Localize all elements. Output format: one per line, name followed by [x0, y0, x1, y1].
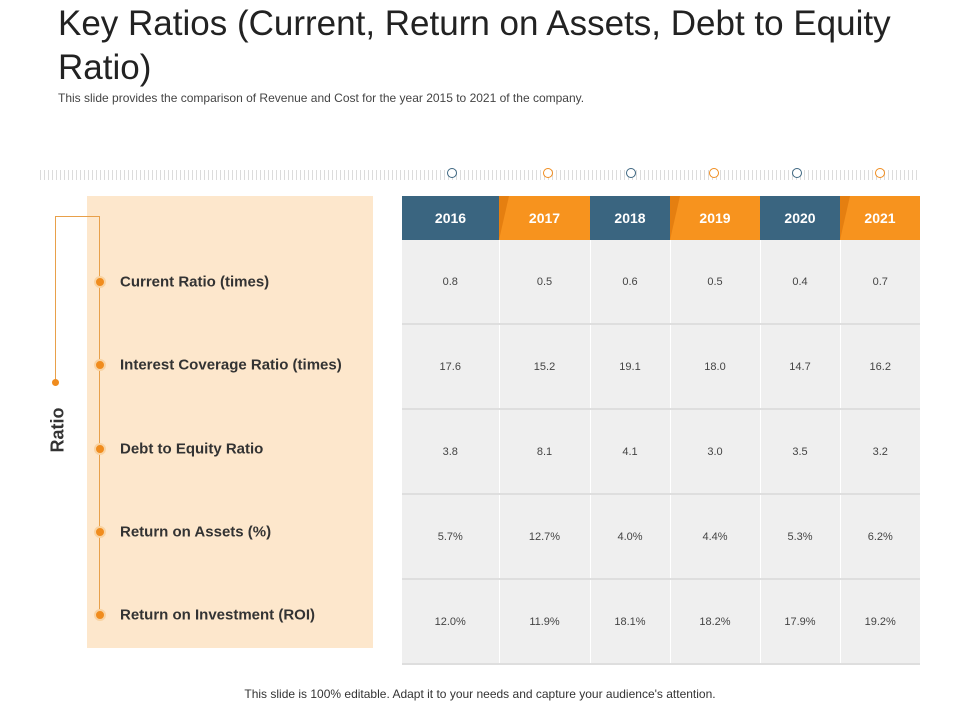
- table-cell: 11.9%: [499, 579, 591, 665]
- table-row: 5.7% 12.7% 4.0% 4.4% 5.3% 6.2%: [402, 494, 920, 580]
- year-ring-marker: [447, 168, 457, 178]
- table-cell: 0.8: [402, 240, 500, 325]
- year-header: 2021: [840, 196, 920, 240]
- table-row: 17.6 15.2 19.1 18.0 14.7 16.2: [402, 324, 920, 410]
- table-cell: 8.1: [499, 409, 591, 495]
- year-ring-marker: [875, 168, 885, 178]
- year-header: 2016: [402, 196, 499, 240]
- bracket-dot: [52, 379, 59, 386]
- table-cell: 6.2%: [840, 494, 920, 580]
- dotted-band: [40, 170, 920, 180]
- page-title: Key Ratios (Current, Return on Assets, D…: [58, 4, 891, 87]
- ratios-table: 2016 2017 2018 2019 2020 2021 0.8 0.5 0.…: [402, 196, 920, 665]
- table-cell: 4.4%: [670, 494, 761, 580]
- row-bullet-icon: [94, 443, 106, 455]
- table-cell: 0.6: [590, 240, 671, 325]
- table-cell: 0.5: [499, 240, 591, 325]
- ratio-label-panel: [87, 196, 373, 648]
- bracket-line: [55, 216, 56, 382]
- year-ring-marker: [543, 168, 553, 178]
- table-cell: 5.7%: [402, 494, 500, 580]
- row-label-current-ratio: Current Ratio (times): [120, 273, 270, 291]
- table-cell: 14.7: [760, 324, 841, 410]
- row-label-debt-to-equity: Debt to Equity Ratio: [120, 440, 264, 458]
- ratio-axis-label: Ratio: [47, 407, 68, 453]
- table-cell: 12.0%: [402, 579, 500, 665]
- row-bullet-icon: [94, 359, 106, 371]
- bracket-line: [55, 216, 100, 217]
- table-cell: 18.2%: [670, 579, 761, 665]
- row-bullet-icon: [94, 526, 106, 538]
- year-ring-marker: [792, 168, 802, 178]
- footer-note: This slide is 100% editable. Adapt it to…: [244, 687, 716, 701]
- table-cell: 3.2: [840, 409, 920, 495]
- table-cell: 17.9%: [760, 579, 841, 665]
- table-cell: 16.2: [840, 324, 920, 410]
- year-ring-marker: [626, 168, 636, 178]
- timeline-line: [99, 216, 100, 616]
- row-label-return-on-assets: Return on Assets (%): [120, 523, 272, 541]
- table-cell: 0.4: [760, 240, 841, 325]
- table-cell: 4.1: [590, 409, 671, 495]
- table-cell: 19.1: [590, 324, 671, 410]
- row-label-roi: Return on Investment (ROI): [120, 606, 316, 624]
- row-label-interest-coverage: Interest Coverage Ratio (times): [120, 356, 342, 374]
- year-header: 2018: [590, 196, 670, 240]
- table-cell: 19.2%: [840, 579, 920, 665]
- table-cell: 3.5: [760, 409, 841, 495]
- table-cell: 0.5: [670, 240, 761, 325]
- table-cell: 17.6: [402, 324, 500, 410]
- table-row: 3.8 8.1 4.1 3.0 3.5 3.2: [402, 409, 920, 495]
- table-row: 0.8 0.5 0.6 0.5 0.4 0.7: [402, 240, 920, 325]
- table-header-row: 2016 2017 2018 2019 2020 2021: [402, 196, 920, 240]
- table-cell: 18.1%: [590, 579, 671, 665]
- table-cell: 5.3%: [760, 494, 841, 580]
- table-cell: 15.2: [499, 324, 591, 410]
- table-cell: 3.0: [670, 409, 761, 495]
- year-header: 2020: [760, 196, 840, 240]
- year-header: 2019: [670, 196, 760, 240]
- row-bullet-icon: [94, 609, 106, 621]
- table-cell: 4.0%: [590, 494, 671, 580]
- year-header: 2017: [499, 196, 590, 240]
- page-subtitle: This slide provides the comparison of Re…: [58, 91, 585, 105]
- table-cell: 12.7%: [499, 494, 591, 580]
- table-cell: 3.8: [402, 409, 500, 495]
- table-cell: 18.0: [670, 324, 761, 410]
- year-ring-marker: [709, 168, 719, 178]
- table-row: 12.0% 11.9% 18.1% 18.2% 17.9% 19.2%: [402, 579, 920, 665]
- row-bullet-icon: [94, 276, 106, 288]
- table-cell: 0.7: [840, 240, 920, 325]
